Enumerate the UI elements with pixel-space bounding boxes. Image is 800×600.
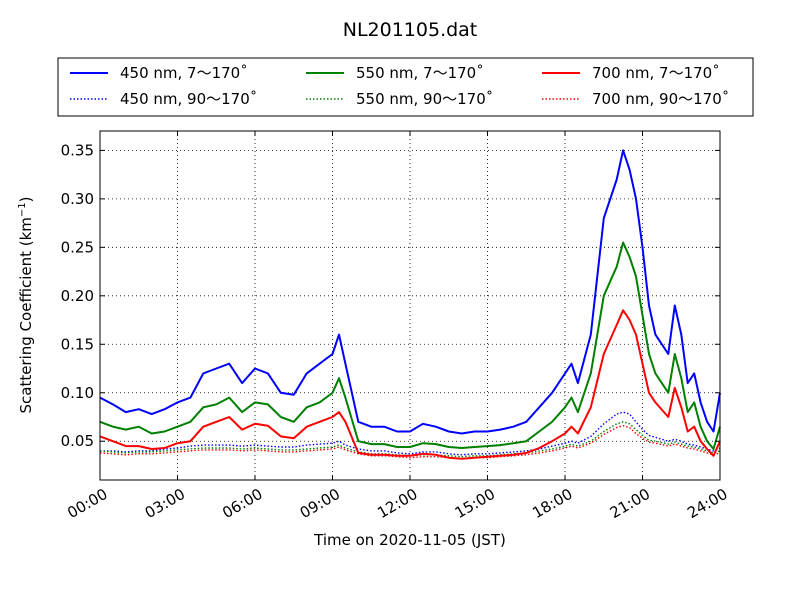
y-axis-label: Scattering Coefficient (km−1) (17, 196, 35, 413)
legend-label-2: 450 nm, 90～170˚ (120, 90, 257, 108)
grid (100, 131, 720, 480)
series-line-3 (99, 241, 721, 450)
plot-area (99, 130, 721, 481)
x-tick-label: 06:00 (219, 485, 265, 522)
legend-label-6: 700 nm, 90～170˚ (592, 90, 729, 108)
legend-label-4: 550 nm, 90～170˚ (356, 90, 493, 108)
x-tick-label: 18:00 (529, 485, 575, 522)
y-axis-label-superscript: −1 (17, 202, 28, 217)
series-layer (99, 149, 721, 460)
series-line-2 (100, 411, 721, 456)
y-axis-label-main: Scattering Coefficient (km (17, 217, 35, 413)
x-tick-label: 24:00 (684, 485, 730, 522)
y-tick-label: 0.05 (61, 432, 94, 450)
x-tick-label: 12:00 (374, 485, 420, 522)
y-tick-label: 0.20 (61, 287, 94, 305)
legend: 450 nm, 7～170˚ 450 nm, 90～170˚ 550 nm, 7～1… (57, 57, 754, 117)
y-tick-label: 0.15 (61, 335, 94, 353)
y-axis-label-end: ) (17, 196, 35, 202)
y-tick-label: 0.35 (61, 141, 94, 159)
legend-label-3: 550 nm, 7～170˚ (356, 64, 484, 82)
x-tick-label: 03:00 (142, 485, 188, 522)
y-tick-label: 0.30 (61, 190, 94, 208)
legend-frame (57, 57, 754, 117)
legend-label-1: 450 nm, 7～170˚ (120, 64, 248, 82)
x-axis-label: Time on 2020-11-05 (JST) (313, 531, 506, 549)
series-line-1 (99, 149, 721, 435)
y-tick-label: 0.10 (61, 384, 94, 402)
series-line-5 (99, 309, 721, 460)
legend-label-5: 700 nm, 7～170˚ (592, 64, 720, 82)
x-tick-label: 00:00 (64, 485, 110, 522)
x-tick-label: 15:00 (452, 485, 498, 522)
ticks: 00:00 03:00 06:00 09:00 12:00 15:00 18:00 21:00… (61, 131, 731, 522)
series-line-4 (99, 421, 721, 458)
x-tick-label: 09:00 (297, 485, 343, 522)
chart-title: NL201105.dat (343, 19, 478, 41)
x-tick-label: 21:00 (607, 485, 653, 522)
y-tick-label: 0.25 (61, 238, 94, 256)
